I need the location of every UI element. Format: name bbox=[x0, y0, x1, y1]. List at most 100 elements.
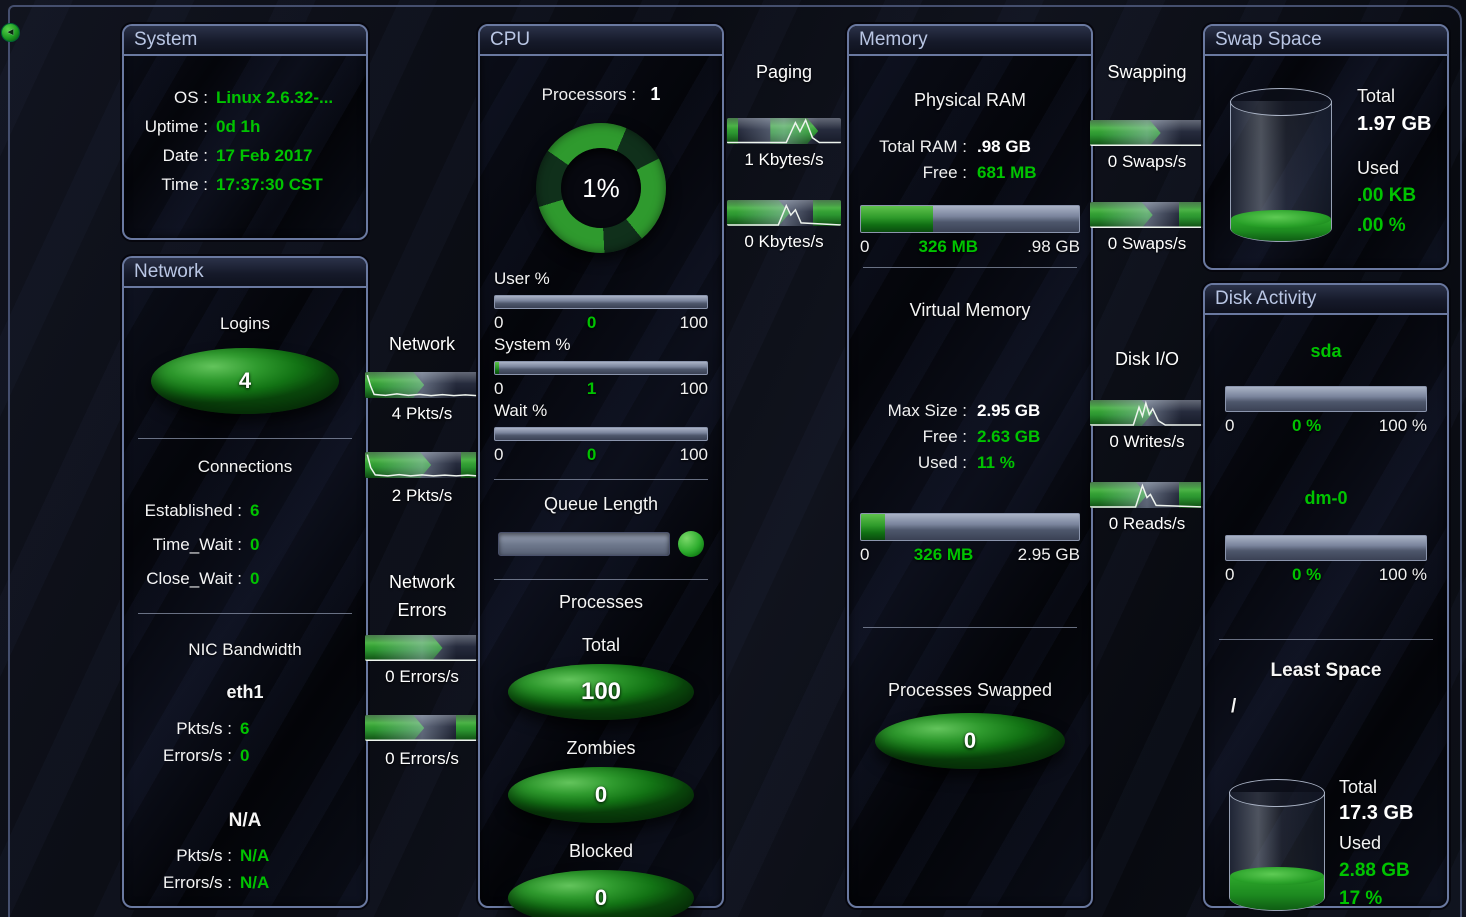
disk-activity-panel-title: Disk Activity bbox=[1205, 285, 1447, 315]
scale-max: 100 % bbox=[1378, 565, 1427, 584]
cpu-panel: CPU Processors : 1 1% User % 0 0 100 Sys… bbox=[478, 24, 724, 917]
queue-length-ball-icon bbox=[678, 531, 704, 557]
scale-max: 100 bbox=[679, 379, 708, 398]
network-flow-column: Network 4 Pkts/s 2 Pkts/s Network Errors… bbox=[364, 330, 480, 804]
nic1-pkts-label: Pkts/s : bbox=[176, 719, 232, 738]
swap-used-pct: .00 % bbox=[1357, 215, 1406, 236]
swapping-title: Swapping bbox=[1107, 62, 1187, 82]
close-wait-value: 0 bbox=[250, 569, 260, 588]
processes-title: Processes bbox=[558, 592, 644, 612]
system-pct-label: System % bbox=[494, 335, 571, 354]
disk-io-title: Disk I/O bbox=[1114, 349, 1179, 369]
proc-total-label: Total bbox=[581, 635, 621, 655]
paging-in-gauge bbox=[727, 118, 841, 144]
nic2-name: N/A bbox=[228, 810, 262, 831]
processors-value: 1 bbox=[650, 84, 661, 104]
cylinder-top bbox=[1230, 88, 1332, 116]
collapse-arrow-icon[interactable]: ◄ bbox=[1, 23, 20, 42]
time-wait-label: Time_Wait : bbox=[152, 535, 242, 554]
disk-writes-label: 0 Writes/s bbox=[1109, 432, 1185, 451]
queue-length-gauge bbox=[480, 531, 722, 557]
swap-in-gauge bbox=[1090, 120, 1204, 146]
network-flow-title: Network bbox=[388, 334, 455, 354]
cpu-panel-title: CPU bbox=[480, 26, 722, 56]
scale-val: 0 bbox=[586, 445, 597, 464]
virtual-memory-bar bbox=[860, 513, 1080, 541]
user-pct-scale: 0 0 100 bbox=[494, 313, 708, 333]
pkts-out-label: 2 Pkts/s bbox=[391, 486, 453, 505]
nic-bandwidth-title: NIC Bandwidth bbox=[188, 640, 302, 659]
swap-total-value: 1.97 GB bbox=[1357, 113, 1432, 135]
scale-min: 0 bbox=[860, 545, 870, 564]
memory-panel: Memory Physical RAM Total RAM : .98 GB F… bbox=[847, 24, 1093, 908]
wait-pct-bar bbox=[494, 427, 708, 441]
errors-in-label: 0 Errors/s bbox=[385, 667, 459, 686]
disk-dm0-scale: 0 0 % 100 % bbox=[1225, 565, 1427, 585]
processes-swapped-gauge: 0 bbox=[875, 713, 1065, 769]
established-label: Established : bbox=[144, 501, 242, 520]
divider bbox=[494, 479, 708, 480]
scale-min: 0 bbox=[1225, 565, 1235, 584]
divider bbox=[494, 579, 708, 580]
close-wait-label: Close_Wait : bbox=[146, 569, 242, 588]
disk-activity-panel: Disk Activity sda 0 0 % 100 % dm-0 0 0 %… bbox=[1203, 283, 1449, 911]
nic1-errors-value: 0 bbox=[240, 746, 250, 765]
network-panel-title: Network bbox=[124, 258, 366, 288]
scale-max: .98 GB bbox=[1027, 237, 1080, 256]
scale-max: 100 bbox=[679, 445, 708, 464]
date-label: Date : bbox=[162, 146, 208, 165]
proc-total-gauge: 100 bbox=[508, 664, 694, 720]
cylinder-fill bbox=[1231, 210, 1331, 241]
swap-space-panel: Swap Space Total 1.97 GB Used .00 KB .00… bbox=[1203, 24, 1449, 270]
swap-used-label: Used bbox=[1357, 158, 1400, 178]
logins-value: 4 bbox=[238, 368, 252, 393]
swap-space-panel-title: Swap Space bbox=[1205, 26, 1447, 56]
wait-pct-scale: 0 0 100 bbox=[494, 445, 708, 465]
processors-row: Processors : 1 bbox=[480, 84, 722, 105]
ram-free-label: Free : bbox=[922, 163, 967, 182]
scale-max: 100 bbox=[679, 313, 708, 332]
scale-min: 0 bbox=[494, 379, 504, 398]
system-pct-scale: 0 1 100 bbox=[494, 379, 708, 399]
proc-blocked-gauge: 0 bbox=[508, 870, 694, 917]
established-value: 6 bbox=[250, 501, 260, 520]
scale-min: 0 bbox=[494, 313, 504, 332]
least-total-label: Total bbox=[1339, 777, 1378, 797]
total-ram-value: .98 GB bbox=[977, 137, 1031, 156]
scale-min: 0 bbox=[1225, 416, 1235, 435]
total-ram-label: Total RAM : bbox=[879, 137, 967, 156]
cylinder-top bbox=[1229, 779, 1325, 807]
swap-used-kb: .00 KB bbox=[1357, 185, 1417, 206]
wait-pct-label: Wait % bbox=[494, 401, 548, 420]
system-panel: System OS : Linux 2.6.32-... Uptime : 0d… bbox=[122, 24, 368, 240]
system-pct-bar bbox=[494, 361, 708, 375]
scale-mid: 326 MB bbox=[913, 545, 974, 564]
physical-ram-bar bbox=[860, 205, 1080, 233]
paging-in-label: 1 Kbytes/s bbox=[744, 150, 824, 169]
vm-free-value: 2.63 GB bbox=[977, 427, 1041, 446]
cpu-donut-gauge: 1% bbox=[536, 123, 666, 253]
time-label: Time : bbox=[161, 175, 208, 194]
virtual-memory-title: Virtual Memory bbox=[909, 300, 1031, 320]
ram-free-value: 681 MB bbox=[977, 163, 1037, 182]
processors-label: Processors : bbox=[541, 85, 637, 104]
date-value: 17 Feb 2017 bbox=[216, 146, 313, 165]
divider bbox=[138, 438, 352, 439]
least-total-value: 17.3 GB bbox=[1339, 802, 1414, 824]
nic1-errors-label: Errors/s : bbox=[163, 746, 232, 765]
disk-reads-label: 0 Reads/s bbox=[1108, 514, 1186, 533]
os-label: OS : bbox=[173, 88, 208, 107]
uptime-value: 0d 1h bbox=[216, 117, 261, 136]
proc-total-value: 100 bbox=[580, 678, 622, 705]
divider bbox=[863, 267, 1077, 268]
queue-length-track bbox=[498, 532, 670, 556]
queue-length-label: Queue Length bbox=[543, 494, 659, 514]
uptime-label: Uptime : bbox=[144, 117, 208, 136]
vm-used-label: Used : bbox=[917, 453, 967, 472]
max-size-label: Max Size : bbox=[887, 401, 967, 420]
swapping-column: Swapping 0 Swaps/s 0 Swaps/s bbox=[1088, 58, 1206, 270]
disk-dm0-name: dm-0 bbox=[1304, 488, 1348, 508]
pkts-in-label: 4 Pkts/s bbox=[391, 404, 453, 423]
nic2-errors-value: N/A bbox=[240, 873, 270, 892]
